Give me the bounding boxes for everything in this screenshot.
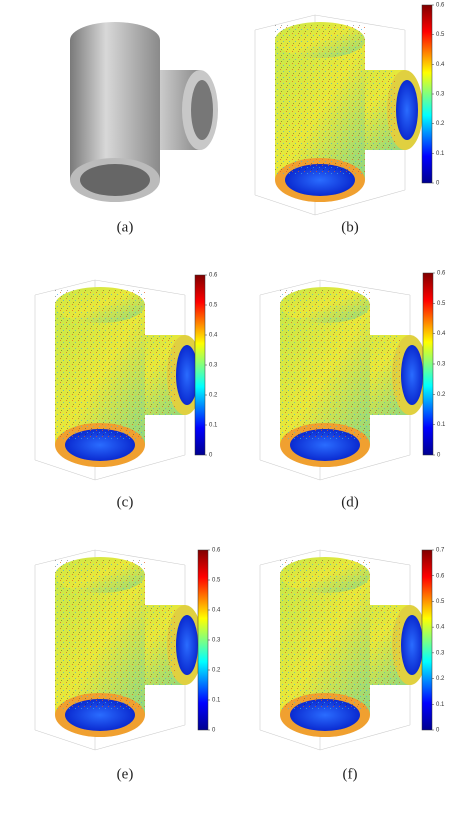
- axis-box: [314, 14, 406, 31]
- speckle: [365, 70, 395, 150]
- axis-box: [94, 279, 186, 296]
- colorbar: [421, 4, 433, 184]
- colorbar: [421, 549, 433, 731]
- colorbar-tick-label: 0.4: [436, 62, 445, 68]
- axis-box: [319, 724, 411, 751]
- colorbar-tick-label: 0.1: [212, 698, 221, 704]
- main-body: [70, 40, 160, 180]
- colorbar-tick-label: 0.5: [209, 303, 218, 309]
- colorbar-tick-label: 0: [436, 728, 440, 734]
- axis-box: [254, 14, 316, 31]
- colorbar-tick-label: 0.3: [436, 92, 445, 98]
- colorbar: [422, 272, 434, 456]
- colorbar-tick-label: 0.2: [436, 676, 445, 682]
- colorbar-tick-label: 0: [212, 728, 216, 734]
- speckle: [145, 335, 175, 415]
- axis-box: [259, 549, 321, 566]
- panel-caption: (b): [341, 219, 359, 235]
- axis-box: [259, 729, 321, 751]
- axis-box: [319, 279, 411, 296]
- bottom-hole: [80, 164, 150, 196]
- colorbar-tick-label: 0.5: [212, 578, 221, 584]
- panel: [34, 279, 203, 481]
- colorbar-tick-label: 0.4: [212, 608, 221, 614]
- colorbar-tick-label: 0.2: [212, 668, 221, 674]
- colorbar-tick-label: 0.4: [437, 331, 446, 337]
- colorbar-tick-label: 0.6: [212, 548, 221, 554]
- colorbar-tick-label: 0.3: [436, 650, 445, 656]
- branch-hole: [191, 80, 213, 140]
- axis-box: [259, 459, 321, 481]
- colorbar-tick-label: 0: [437, 453, 441, 459]
- branch-hole: [176, 345, 198, 405]
- panel: [254, 14, 423, 216]
- speckle: [370, 335, 400, 415]
- colorbar-tick-label: 0: [209, 453, 213, 459]
- panel: [259, 549, 428, 751]
- axis-box: [94, 454, 186, 481]
- colorbar-tick-label: 0.7: [436, 548, 445, 554]
- axis-box: [34, 549, 96, 566]
- branch-hole: [396, 80, 418, 140]
- colorbar-tick-label: 0.5: [436, 32, 445, 38]
- colorbar-tick-label: 0.2: [437, 392, 446, 398]
- axis-box: [319, 549, 411, 566]
- panel-caption: (f): [343, 766, 358, 782]
- colorbar-tick-label: 0.6: [209, 273, 218, 279]
- axis-box: [34, 459, 96, 481]
- panel: [70, 22, 218, 202]
- colorbar: [197, 549, 209, 731]
- panel: [259, 279, 428, 481]
- colorbar-tick-label: 0.4: [436, 625, 445, 631]
- branch-hole: [401, 345, 423, 405]
- main-top: [70, 22, 160, 58]
- colorbar-tick-label: 0.6: [437, 271, 446, 277]
- panel-caption: (c): [117, 494, 134, 510]
- colorbar: [194, 274, 206, 456]
- colorbar-tick-label: 0.1: [436, 151, 445, 157]
- colorbar-tick-label: 0.5: [436, 599, 445, 605]
- axis-box: [34, 279, 96, 296]
- speckle: [55, 290, 145, 440]
- colorbar-tick-label: 0.5: [437, 301, 446, 307]
- speckle: [280, 290, 370, 440]
- branch-hole: [176, 615, 198, 675]
- panel-caption: (a): [117, 219, 134, 235]
- speckle: [280, 560, 370, 710]
- colorbar-tick-label: 0.4: [209, 333, 218, 339]
- colorbar-tick-label: 0: [436, 181, 440, 187]
- colorbar-tick-label: 0.2: [436, 121, 445, 127]
- colorbar-tick-label: 0.1: [209, 423, 218, 429]
- speckle: [145, 605, 175, 685]
- branch-hole: [401, 615, 423, 675]
- speckle: [370, 605, 400, 685]
- colorbar-tick-label: 0.2: [209, 393, 218, 399]
- panel-caption: (d): [341, 494, 359, 510]
- colorbar-tick-label: 0.1: [437, 422, 446, 428]
- axis-box: [94, 549, 186, 566]
- colorbar-tick-label: 0.3: [437, 362, 446, 368]
- panel: [34, 549, 203, 751]
- axis-box: [314, 189, 406, 216]
- colorbar-tick-label: 0.1: [436, 702, 445, 708]
- colorbar-tick-label: 0.3: [212, 638, 221, 644]
- axis-box: [34, 729, 96, 751]
- speckle: [55, 560, 145, 710]
- axis-box: [254, 194, 316, 216]
- axis-box: [319, 454, 411, 481]
- axis-box: [259, 279, 321, 296]
- colorbar-tick-label: 0.6: [436, 3, 445, 9]
- colorbar-tick-label: 0.3: [209, 363, 218, 369]
- speckle: [275, 25, 365, 175]
- panel-caption: (e): [117, 766, 134, 782]
- colorbar-tick-label: 0.6: [436, 573, 445, 579]
- axis-box: [94, 724, 186, 751]
